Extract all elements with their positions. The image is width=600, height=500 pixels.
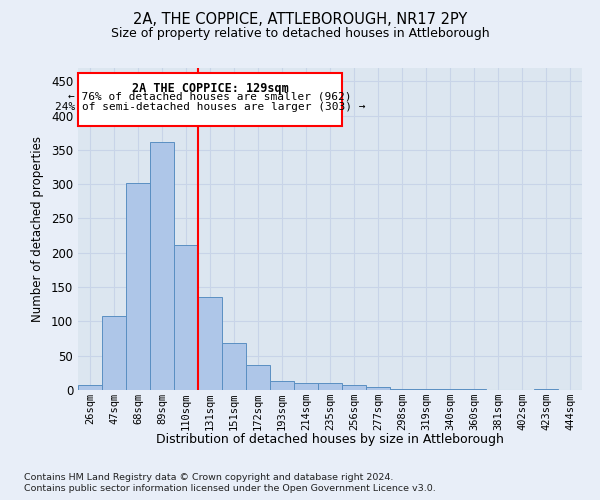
Bar (342, 384, 366, 390)
Text: 2A THE COPPICE: 129sqm: 2A THE COPPICE: 129sqm (131, 82, 289, 95)
Text: Size of property relative to detached houses in Attleborough: Size of property relative to detached ho… (110, 28, 490, 40)
Y-axis label: Number of detached properties: Number of detached properties (31, 136, 44, 322)
Bar (246, 364, 270, 390)
Text: Distribution of detached houses by size in Attleborough: Distribution of detached houses by size … (156, 432, 504, 446)
Text: 24% of semi-detached houses are larger (303) →: 24% of semi-detached houses are larger (… (55, 102, 365, 112)
Bar (126, 184, 150, 390)
Text: Contains public sector information licensed under the Open Government Licence v3: Contains public sector information licen… (24, 484, 436, 493)
Bar (366, 386, 390, 390)
Bar (294, 383, 318, 390)
Bar (174, 244, 198, 390)
Text: Contains HM Land Registry data © Crown copyright and database right 2024.: Contains HM Land Registry data © Crown c… (24, 472, 394, 482)
Bar (198, 296, 222, 390)
Bar (270, 381, 294, 390)
Bar (390, 388, 414, 390)
FancyBboxPatch shape (78, 73, 342, 126)
Text: ← 76% of detached houses are smaller (962): ← 76% of detached houses are smaller (96… (68, 92, 352, 102)
Bar (78, 384, 102, 390)
Text: 2A, THE COPPICE, ATTLEBOROUGH, NR17 2PY: 2A, THE COPPICE, ATTLEBOROUGH, NR17 2PY (133, 12, 467, 28)
Bar (102, 316, 126, 390)
Bar (222, 342, 246, 390)
Bar (318, 383, 342, 390)
Bar (150, 142, 174, 390)
